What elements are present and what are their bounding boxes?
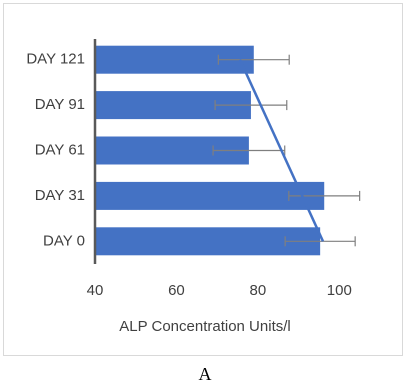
- x-tick-label: 60: [168, 282, 185, 299]
- trend-line: [238, 59, 325, 242]
- error-bar: [284, 236, 356, 247]
- x-axis-title: ALP Concentration Units/l: [119, 318, 290, 335]
- y-tick-label: DAY 0: [43, 232, 85, 249]
- bar: [95, 181, 325, 210]
- x-tick-label: 40: [87, 282, 104, 299]
- x-tick-label: 80: [250, 282, 267, 299]
- caption: A: [199, 364, 212, 384]
- bar: [95, 227, 321, 256]
- y-tick-label: DAY 31: [35, 187, 85, 204]
- error-bar: [217, 54, 290, 65]
- y-tick-label: DAY 121: [26, 51, 85, 68]
- error-bar: [212, 145, 286, 156]
- y-tick-label: DAY 61: [35, 141, 85, 158]
- error-bar: [214, 100, 288, 111]
- error-bar: [288, 190, 361, 201]
- y-tick-label: DAY 91: [35, 96, 85, 113]
- x-tick-label: 100: [327, 282, 352, 299]
